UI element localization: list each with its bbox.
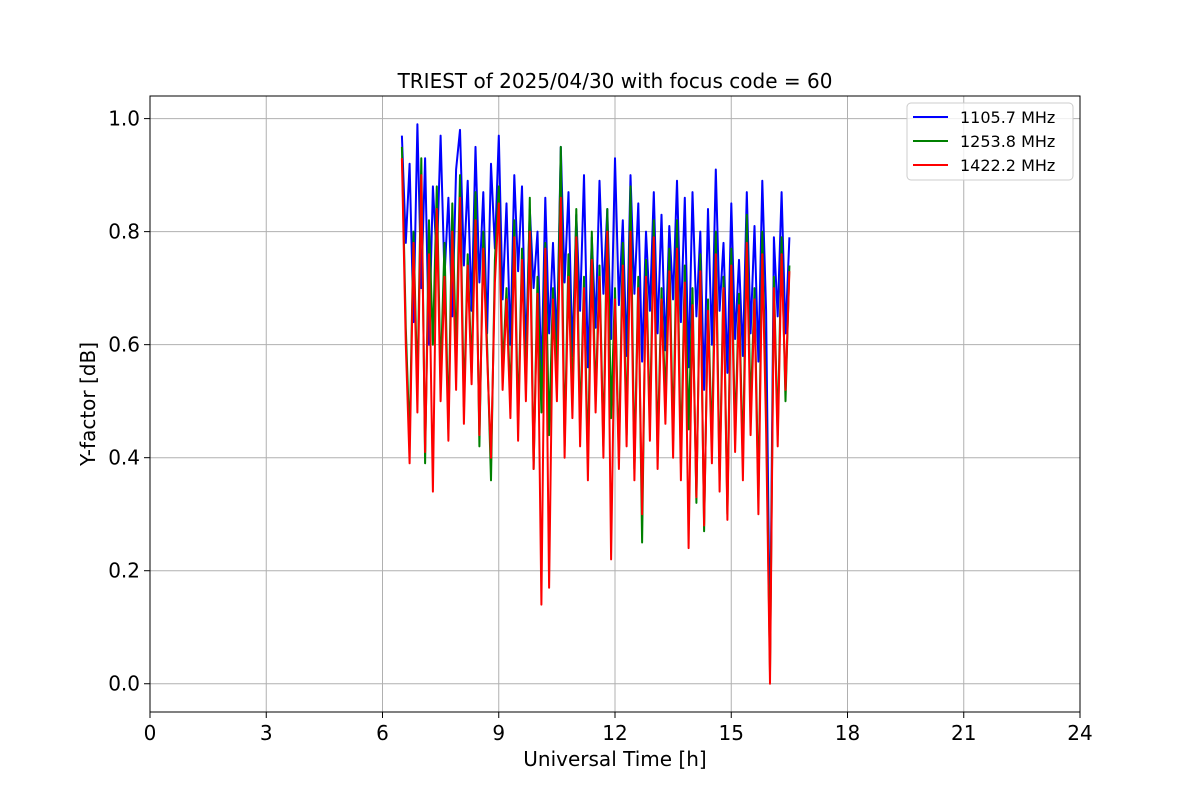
x-tick-label: 21 xyxy=(951,721,976,745)
y-tick-label: 0.0 xyxy=(108,672,140,696)
x-tick-label: 9 xyxy=(492,721,505,745)
legend: 1105.7 MHz 1253.8 MHz 1422.2 MHz xyxy=(906,102,1074,181)
y-tick-label: 0.2 xyxy=(108,559,140,583)
legend-frame xyxy=(906,102,1074,181)
legend-label-2: 1253.8 MHz xyxy=(960,132,1055,151)
y-ticks: 0.0 0.2 0.4 0.6 0.8 1.0 xyxy=(108,107,150,696)
x-tick-label: 18 xyxy=(835,721,860,745)
series-line-3 xyxy=(400,158,791,685)
x-tick-label: 15 xyxy=(719,721,744,745)
x-tick-label: 6 xyxy=(376,721,389,745)
legend-label-3: 1422.2 MHz xyxy=(960,156,1055,175)
x-tick-label: 12 xyxy=(602,721,627,745)
series-group xyxy=(400,123,791,685)
y-axis-label: Y-factor [dB] xyxy=(76,342,100,467)
y-tick-label: 0.4 xyxy=(108,446,140,470)
y-tick-label: 0.6 xyxy=(108,333,140,357)
x-ticks: 0 3 6 9 12 15 18 21 24 xyxy=(144,712,1093,745)
y-tick-label: 0.8 xyxy=(108,220,140,244)
y-tick-label: 1.0 xyxy=(108,107,140,131)
x-tick-label: 0 xyxy=(144,721,157,745)
legend-label-1: 1105.7 MHz xyxy=(960,108,1055,127)
chart-title: TRIEST of 2025/04/30 with focus code = 6… xyxy=(397,69,833,93)
x-axis-label: Universal Time [h] xyxy=(523,747,706,771)
series-line-1 xyxy=(400,123,791,657)
x-tick-label: 24 xyxy=(1067,721,1092,745)
x-tick-label: 3 xyxy=(260,721,273,745)
